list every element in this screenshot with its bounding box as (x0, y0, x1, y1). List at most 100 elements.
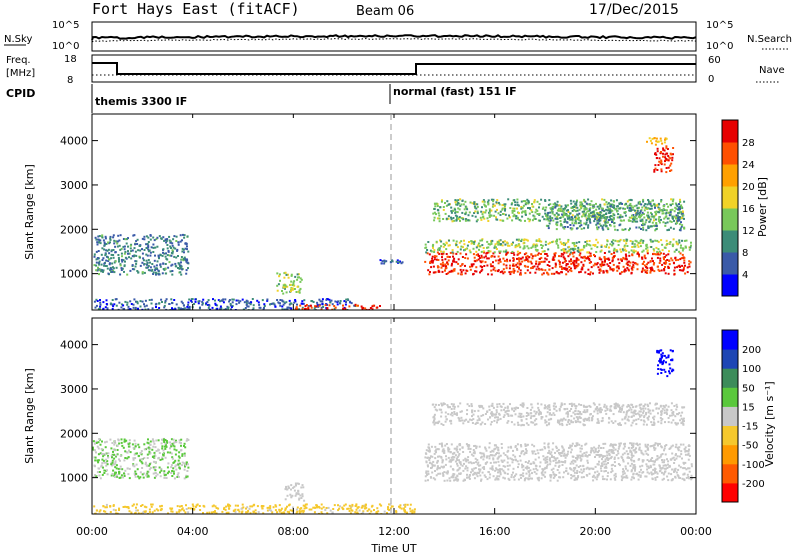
colorbar-tick-label: -100 (742, 460, 765, 471)
noise-left-tick-top: 10^5 (52, 20, 79, 31)
colorbar-swatch (722, 368, 738, 388)
cpid-segment-1: themis 3300 IF (95, 95, 187, 108)
colorbar-tick-label: 16 (742, 204, 755, 215)
colorbar-swatch (722, 406, 738, 426)
heatmap-region-4 (424, 251, 692, 276)
heatmap-region-0 (92, 437, 190, 480)
heatmap-region-8 (653, 145, 675, 174)
x-tick-label: 04:00 (177, 525, 209, 538)
colorbar-tick-label: 12 (742, 226, 755, 237)
heatmap-region-9 (646, 137, 668, 146)
power-ylabel: Slant Range [km] (23, 164, 36, 260)
heatmap-region-3 (294, 303, 381, 310)
noise-sky-trace (91, 34, 697, 41)
heatmap-region-10 (379, 259, 404, 265)
power-panel-frame (91, 113, 697, 311)
velocity-colorbar: 200 100 50 15 -15 -50 -100 -200 (721, 329, 765, 503)
velocity-panel-frame (91, 317, 697, 515)
freq-left-tick-bottom: 8 (67, 75, 73, 86)
y-tick-label: 2000 (60, 223, 88, 236)
freq-label-line2: [MHz] (6, 68, 35, 79)
colorbar-swatch (722, 252, 738, 275)
noise-right-label: N.Search (747, 34, 792, 45)
noise-panel-frame (91, 21, 697, 52)
heatmap-region-5 (656, 349, 675, 378)
colorbar-tick-label: 4 (742, 270, 748, 281)
heatmap-region-4 (431, 402, 686, 427)
colorbar-swatch (722, 482, 738, 503)
colorbar-frame (721, 119, 739, 297)
colorbar-tick-label: -200 (742, 479, 765, 490)
heatmap-region-7 (545, 202, 686, 232)
nave-label: Nave (759, 65, 785, 76)
heatmap-region-3 (424, 442, 693, 482)
heatmap-region-1 (93, 298, 357, 310)
colorbar-tick-label: 20 (742, 182, 755, 193)
date-label: 17/Dec/2015 (589, 2, 679, 18)
noise-right-tick-top: 10^5 (706, 20, 733, 31)
colorbar-tick-label: 24 (742, 160, 755, 171)
colorbar-swatch (722, 444, 738, 465)
x-tick-label: 00:00 (76, 525, 108, 538)
nave-right-tick-bottom: 0 (708, 74, 714, 85)
colorbar-tick-label: 200 (742, 345, 761, 356)
cpid-label: CPID (6, 87, 35, 100)
colorbar-tick-label: -15 (742, 422, 758, 433)
velocity-y-axis: 1000 2000 3000 4000 (60, 339, 696, 485)
velocity-heatmap (92, 349, 693, 514)
nave-right-tick-top: 60 (708, 55, 721, 66)
colorbar-frame (721, 329, 739, 503)
colorbar-swatch (722, 164, 738, 187)
power-y-axis: 1000 2000 3000 4000 (60, 135, 696, 281)
x-tick-label: 12:00 (378, 525, 410, 538)
beam-label: Beam 06 (356, 4, 414, 19)
y-tick-label: 1000 (60, 268, 88, 281)
y-tick-label: 2000 (60, 427, 88, 440)
colorbar-tick-label: 8 (742, 248, 748, 259)
noise-search-trace (91, 37, 697, 43)
velocity-ylabel: Slant Range [km] (23, 368, 36, 464)
time-x-axis: 00:00 04:00 08:00 12:00 16:00 20:00 00:00 (76, 114, 712, 538)
freq-left-tick-top: 18 (64, 54, 77, 65)
noise-left-tick-bottom: 10^0 (52, 41, 79, 52)
figure-title: Fort Hays East (fitACF) (92, 0, 300, 18)
y-tick-label: 3000 (60, 179, 88, 192)
colorbar-swatch (722, 230, 738, 253)
colorbar-swatch (722, 349, 738, 369)
colorbar-tick-label: 50 (742, 383, 755, 394)
freq-panel-frame (91, 54, 697, 83)
noise-right-tick-bottom: 10^0 (706, 41, 733, 52)
freq-trace (92, 62, 696, 75)
colorbar-swatch (722, 120, 738, 143)
colorbar-swatch (722, 463, 738, 484)
noise-left-label: N.Sky (4, 34, 32, 45)
freq-label-line1: Freq. (6, 55, 31, 66)
y-tick-label: 4000 (60, 339, 88, 352)
power-heatmap (93, 137, 692, 310)
cpid-segment-2: normal (fast) 151 IF (393, 85, 517, 98)
x-tick-label: 08:00 (277, 525, 309, 538)
y-tick-label: 3000 (60, 383, 88, 396)
colorbar-swatch (722, 186, 738, 209)
colorbar-swatch (722, 274, 738, 297)
power-colorbar-label: Power [dB] (756, 177, 769, 237)
heatmap-region-5 (424, 238, 692, 254)
heatmap-region-2 (276, 271, 303, 295)
y-tick-label: 4000 (60, 135, 88, 148)
time-axis-label: Time UT (370, 542, 416, 554)
x-tick-label: 16:00 (479, 525, 511, 538)
velocity-colorbar-label: Velocity [m s⁻¹] (763, 381, 776, 466)
colorbar-tick-label: 28 (742, 138, 755, 149)
x-tick-label: 20:00 (579, 525, 611, 538)
colorbar-tick-label: -50 (742, 441, 758, 452)
power-colorbar: 4 8 12 16 20 24 28 (721, 119, 755, 297)
x-tick-label: 00:00 (680, 525, 712, 538)
colorbar-swatch (722, 142, 738, 165)
y-tick-label: 1000 (60, 472, 88, 485)
heatmap-region-1 (93, 503, 416, 514)
colorbar-swatch (722, 330, 738, 350)
colorbar-tick-label: 100 (742, 364, 761, 375)
colorbar-tick-label: 15 (742, 402, 755, 413)
heatmap-region-2 (284, 482, 306, 502)
